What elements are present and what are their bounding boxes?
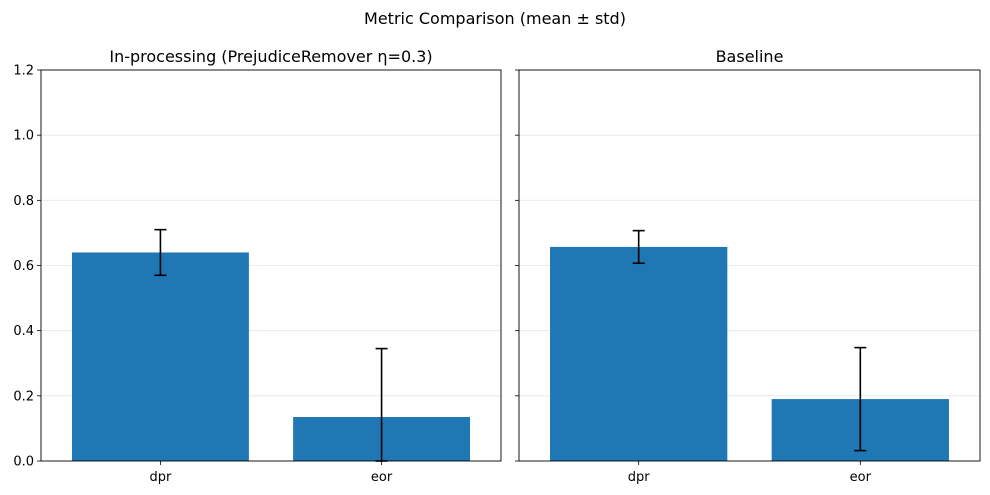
axes-frame	[518, 69, 981, 462]
axes-frame	[40, 69, 502, 462]
y-tick-label: 0.6	[13, 259, 34, 274]
y-tick-label: 0.0	[13, 455, 34, 470]
bar-dpr	[71, 252, 249, 461]
y-tick-label: 1.0	[13, 129, 34, 144]
chart-panel-1: 0.0 0.2 0.4 0.6 0.8 1.0 1.2 dpr eor In-processing…	[13, 47, 502, 485]
y-tick-label: 0.4	[13, 324, 34, 339]
figure-title: Metric Comparison (mean ± std)	[364, 9, 626, 28]
panel-title: In-processing (PrejudiceRemover η=0.3)	[109, 47, 432, 66]
bar-dpr	[550, 246, 728, 461]
y-tick-label: 0.8	[13, 194, 34, 209]
panel-title: Baseline	[716, 47, 784, 66]
x-tick-label-dpr: dpr	[628, 470, 651, 485]
y-tick-label: 0.2	[13, 389, 34, 404]
x-tick-label-dpr: dpr	[149, 470, 172, 485]
chart-panels: 0.0 0.2 0.4 0.6 0.8 1.0 1.2 dpr eor In-processing…	[13, 47, 981, 485]
chart-panel-2: dpr eor Baseline	[515, 47, 981, 485]
x-tick-label-eor: eor	[850, 470, 872, 485]
x-tick-label-eor: eor	[371, 470, 393, 485]
y-tick-label: 1.2	[13, 64, 34, 79]
